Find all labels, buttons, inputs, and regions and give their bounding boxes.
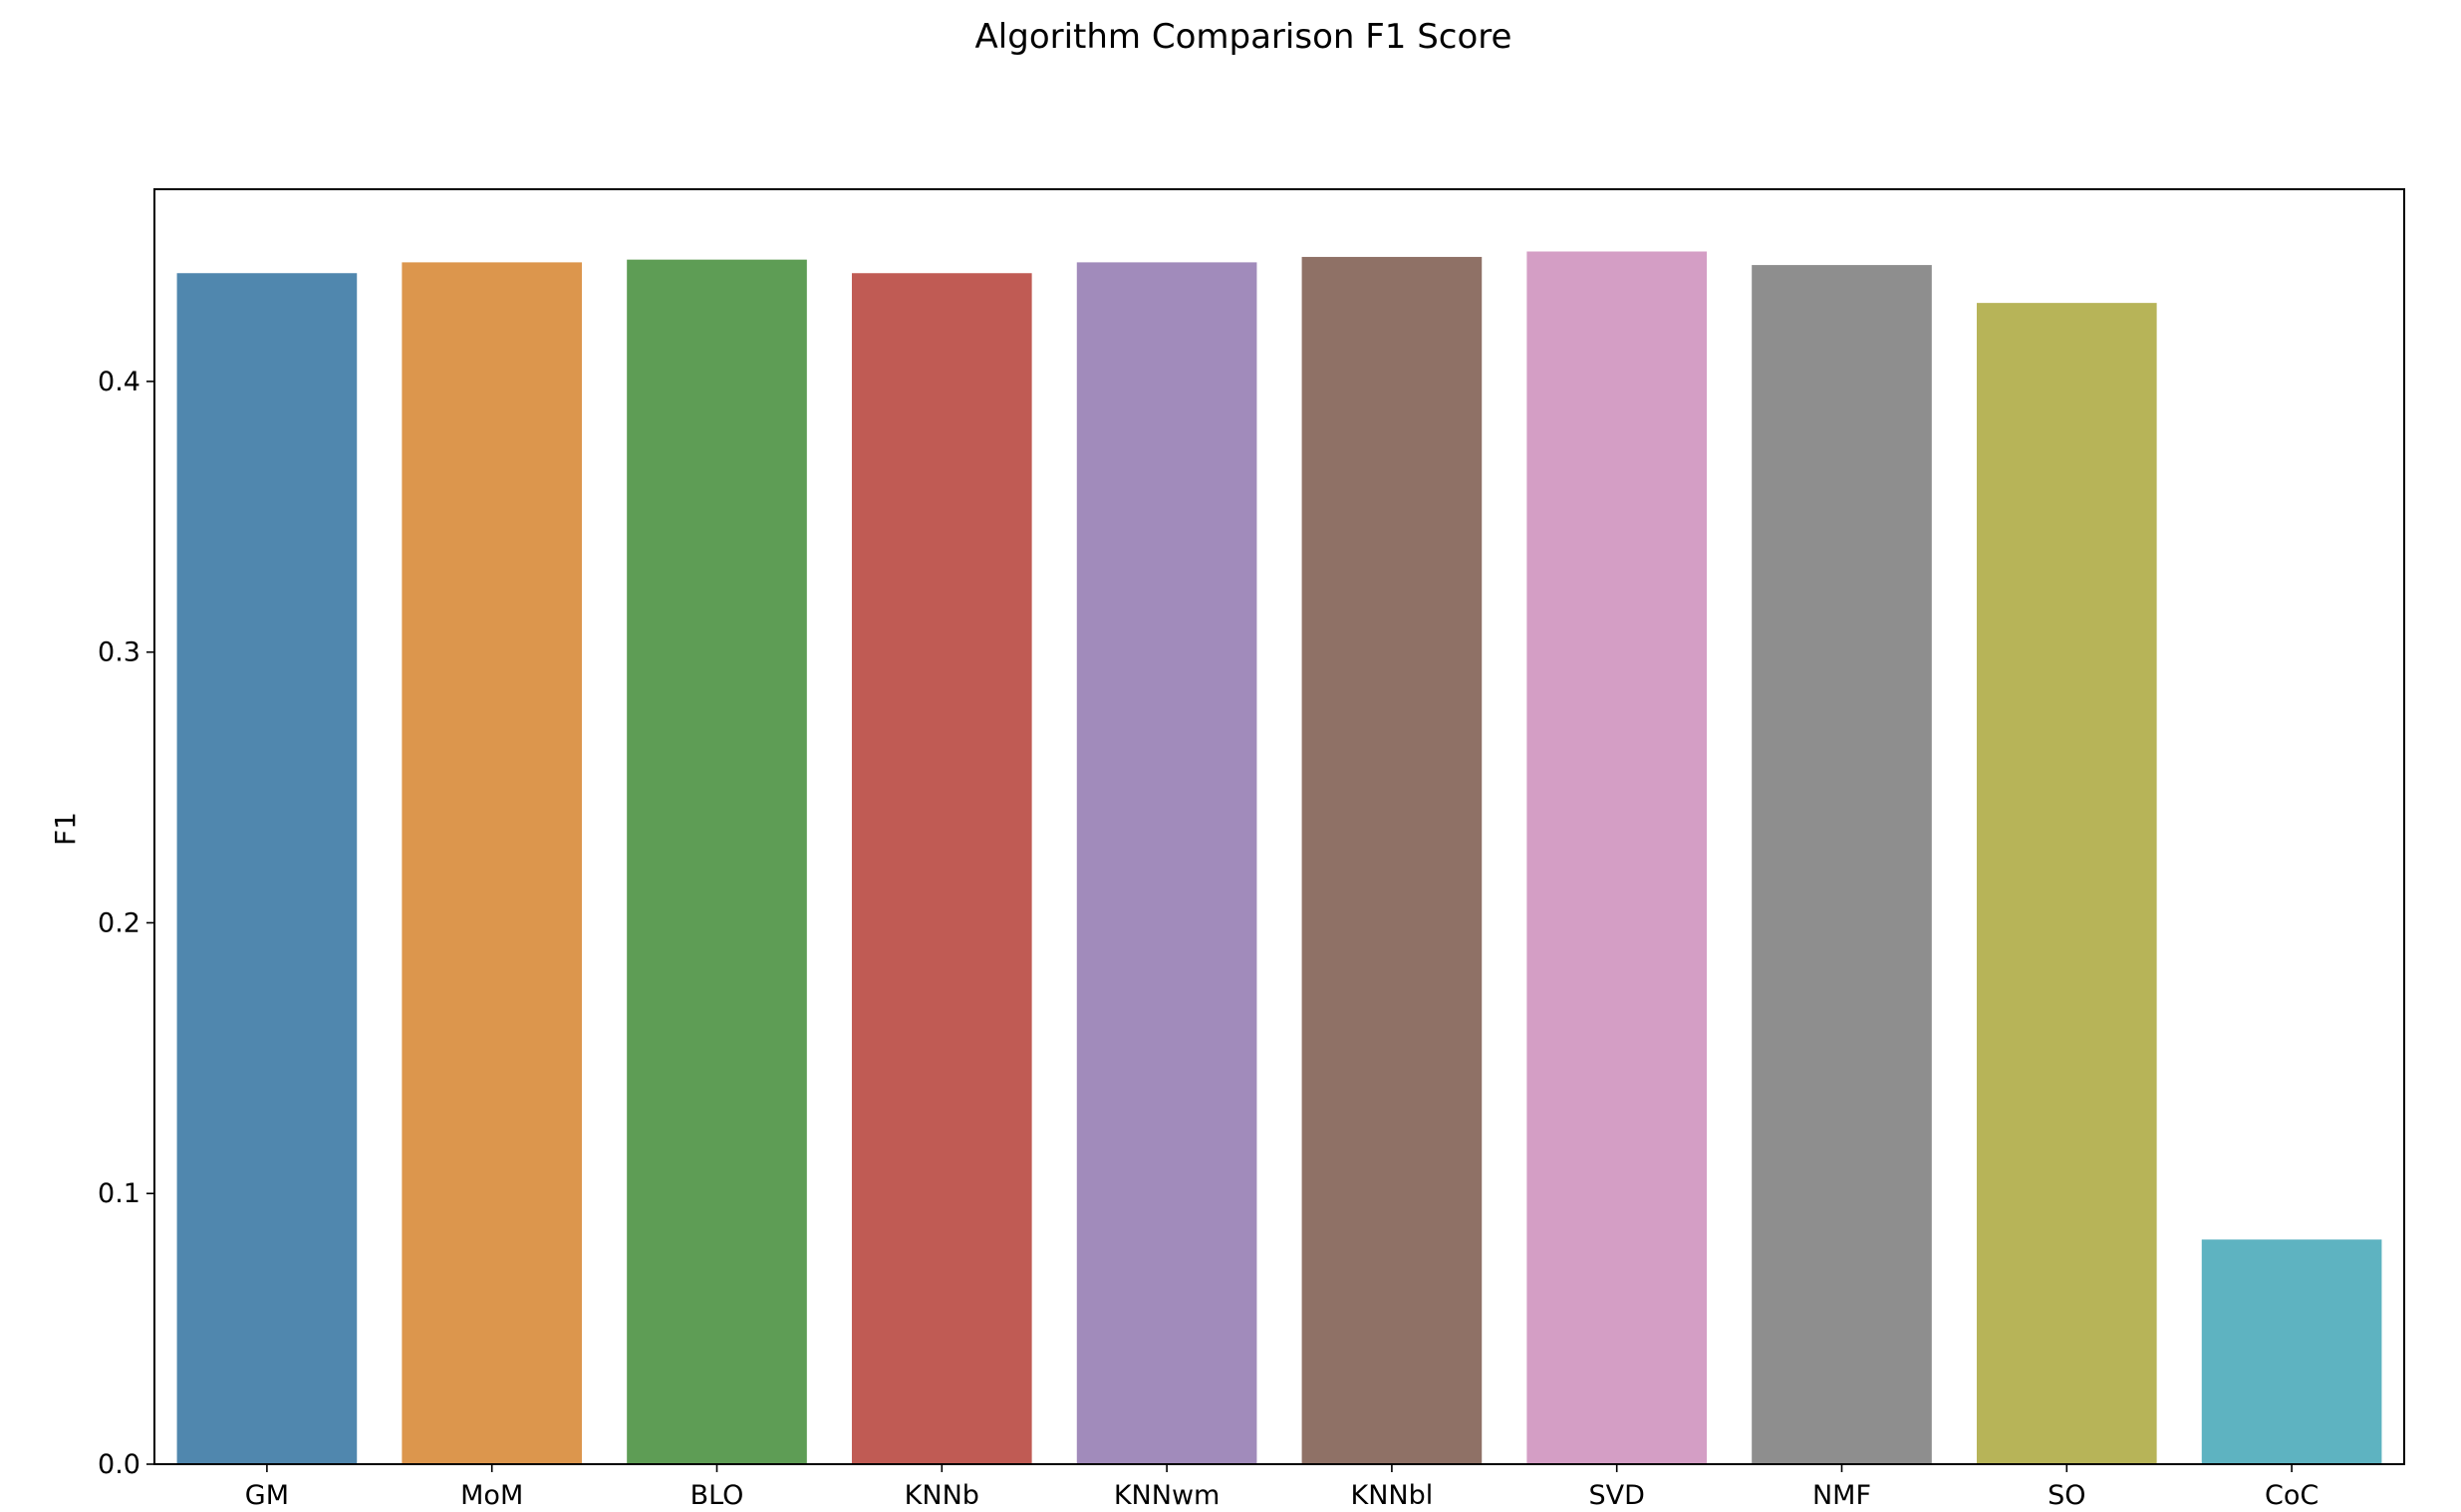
y-tick-label: 0.0 bbox=[98, 1449, 140, 1480]
bar-mom bbox=[402, 262, 583, 1465]
x-tick-label: KNNbl bbox=[1351, 1480, 1434, 1508]
y-tick-label: 0.1 bbox=[98, 1178, 140, 1209]
bar-blo bbox=[627, 259, 807, 1464]
x-tick-label: KNNwm bbox=[1114, 1480, 1220, 1508]
bar-knnbl bbox=[1301, 256, 1483, 1464]
y-tick-label: 0.2 bbox=[98, 907, 140, 938]
bar-gm bbox=[176, 273, 358, 1464]
y-tick-label: 0.3 bbox=[98, 637, 140, 668]
x-tick-label: SVD bbox=[1588, 1480, 1644, 1508]
x-tick-label: NMF bbox=[1812, 1480, 1871, 1508]
bar-knnwm bbox=[1076, 262, 1257, 1465]
y-axis-label: F1 bbox=[49, 812, 82, 846]
bar-knnb bbox=[851, 273, 1032, 1464]
bars-layer bbox=[176, 251, 2382, 1465]
x-tick-label: MoM bbox=[460, 1480, 523, 1508]
bar-svd bbox=[1526, 251, 1708, 1464]
y-tick-label: 0.4 bbox=[98, 367, 140, 397]
x-tick-label: SO bbox=[2048, 1480, 2085, 1508]
x-tick-label: KNNb bbox=[905, 1480, 979, 1508]
plot-frame bbox=[153, 188, 2405, 1465]
bar-so bbox=[1976, 303, 2157, 1464]
x-tick-label: CoC bbox=[2265, 1480, 2319, 1508]
chart-title: Algorithm Comparison F1 Score bbox=[975, 17, 1512, 57]
y-axis-ticks: 0.0 0.1 0.2 0.3 0.4 bbox=[98, 367, 154, 1480]
x-tick-label: BLO bbox=[690, 1480, 744, 1508]
x-tick-label: GM bbox=[245, 1480, 289, 1508]
bar-coc bbox=[2201, 1239, 2382, 1464]
x-axis-ticks: GM MoM BLO KNNb KNNwm KNNbl SVD NMF SO CoC bbox=[245, 1464, 2319, 1511]
bar-nmf bbox=[1752, 265, 1932, 1465]
